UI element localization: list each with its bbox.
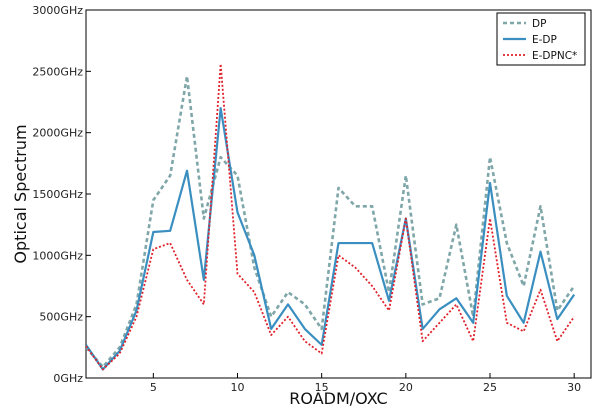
y-tick-label: 0GHz bbox=[53, 372, 83, 385]
plot-area: 0GHz 500GHz 1000GHz 1500GHz 2000GHz 2500GHz 30… bbox=[11, 4, 592, 408]
y-tick-label: 500GHz bbox=[39, 311, 83, 324]
y-axis-title: Optical Spectrum bbox=[11, 124, 30, 263]
y-tick-label: 1000GHz bbox=[32, 249, 83, 262]
y-tick-label: 1500GHz bbox=[32, 188, 83, 201]
x-axis-title: ROADM/OXC bbox=[289, 389, 387, 408]
series-line-e-dp bbox=[86, 107, 576, 371]
y-tick-label: 2000GHz bbox=[32, 127, 83, 140]
x-tick-label: 30 bbox=[567, 381, 581, 394]
legend: DP E-DP E-DPNC* bbox=[496, 12, 586, 66]
y-tick-label: 2500GHz bbox=[32, 65, 83, 78]
series-line-e-dpnc bbox=[86, 63, 575, 371]
x-tick-label: 25 bbox=[483, 381, 497, 394]
legend-label: E-DPNC* bbox=[532, 50, 577, 62]
legend-label: DP bbox=[532, 18, 546, 30]
x-tick-label: 15 bbox=[315, 381, 329, 394]
x-tick-label: 5 bbox=[150, 381, 157, 394]
legend-label: E-DP bbox=[532, 34, 557, 46]
series-line-dp bbox=[86, 74, 576, 369]
x-tick-label: 10 bbox=[231, 381, 245, 394]
y-tick-label: 3000GHz bbox=[32, 4, 83, 17]
x-tick-label: 20 bbox=[399, 381, 413, 394]
